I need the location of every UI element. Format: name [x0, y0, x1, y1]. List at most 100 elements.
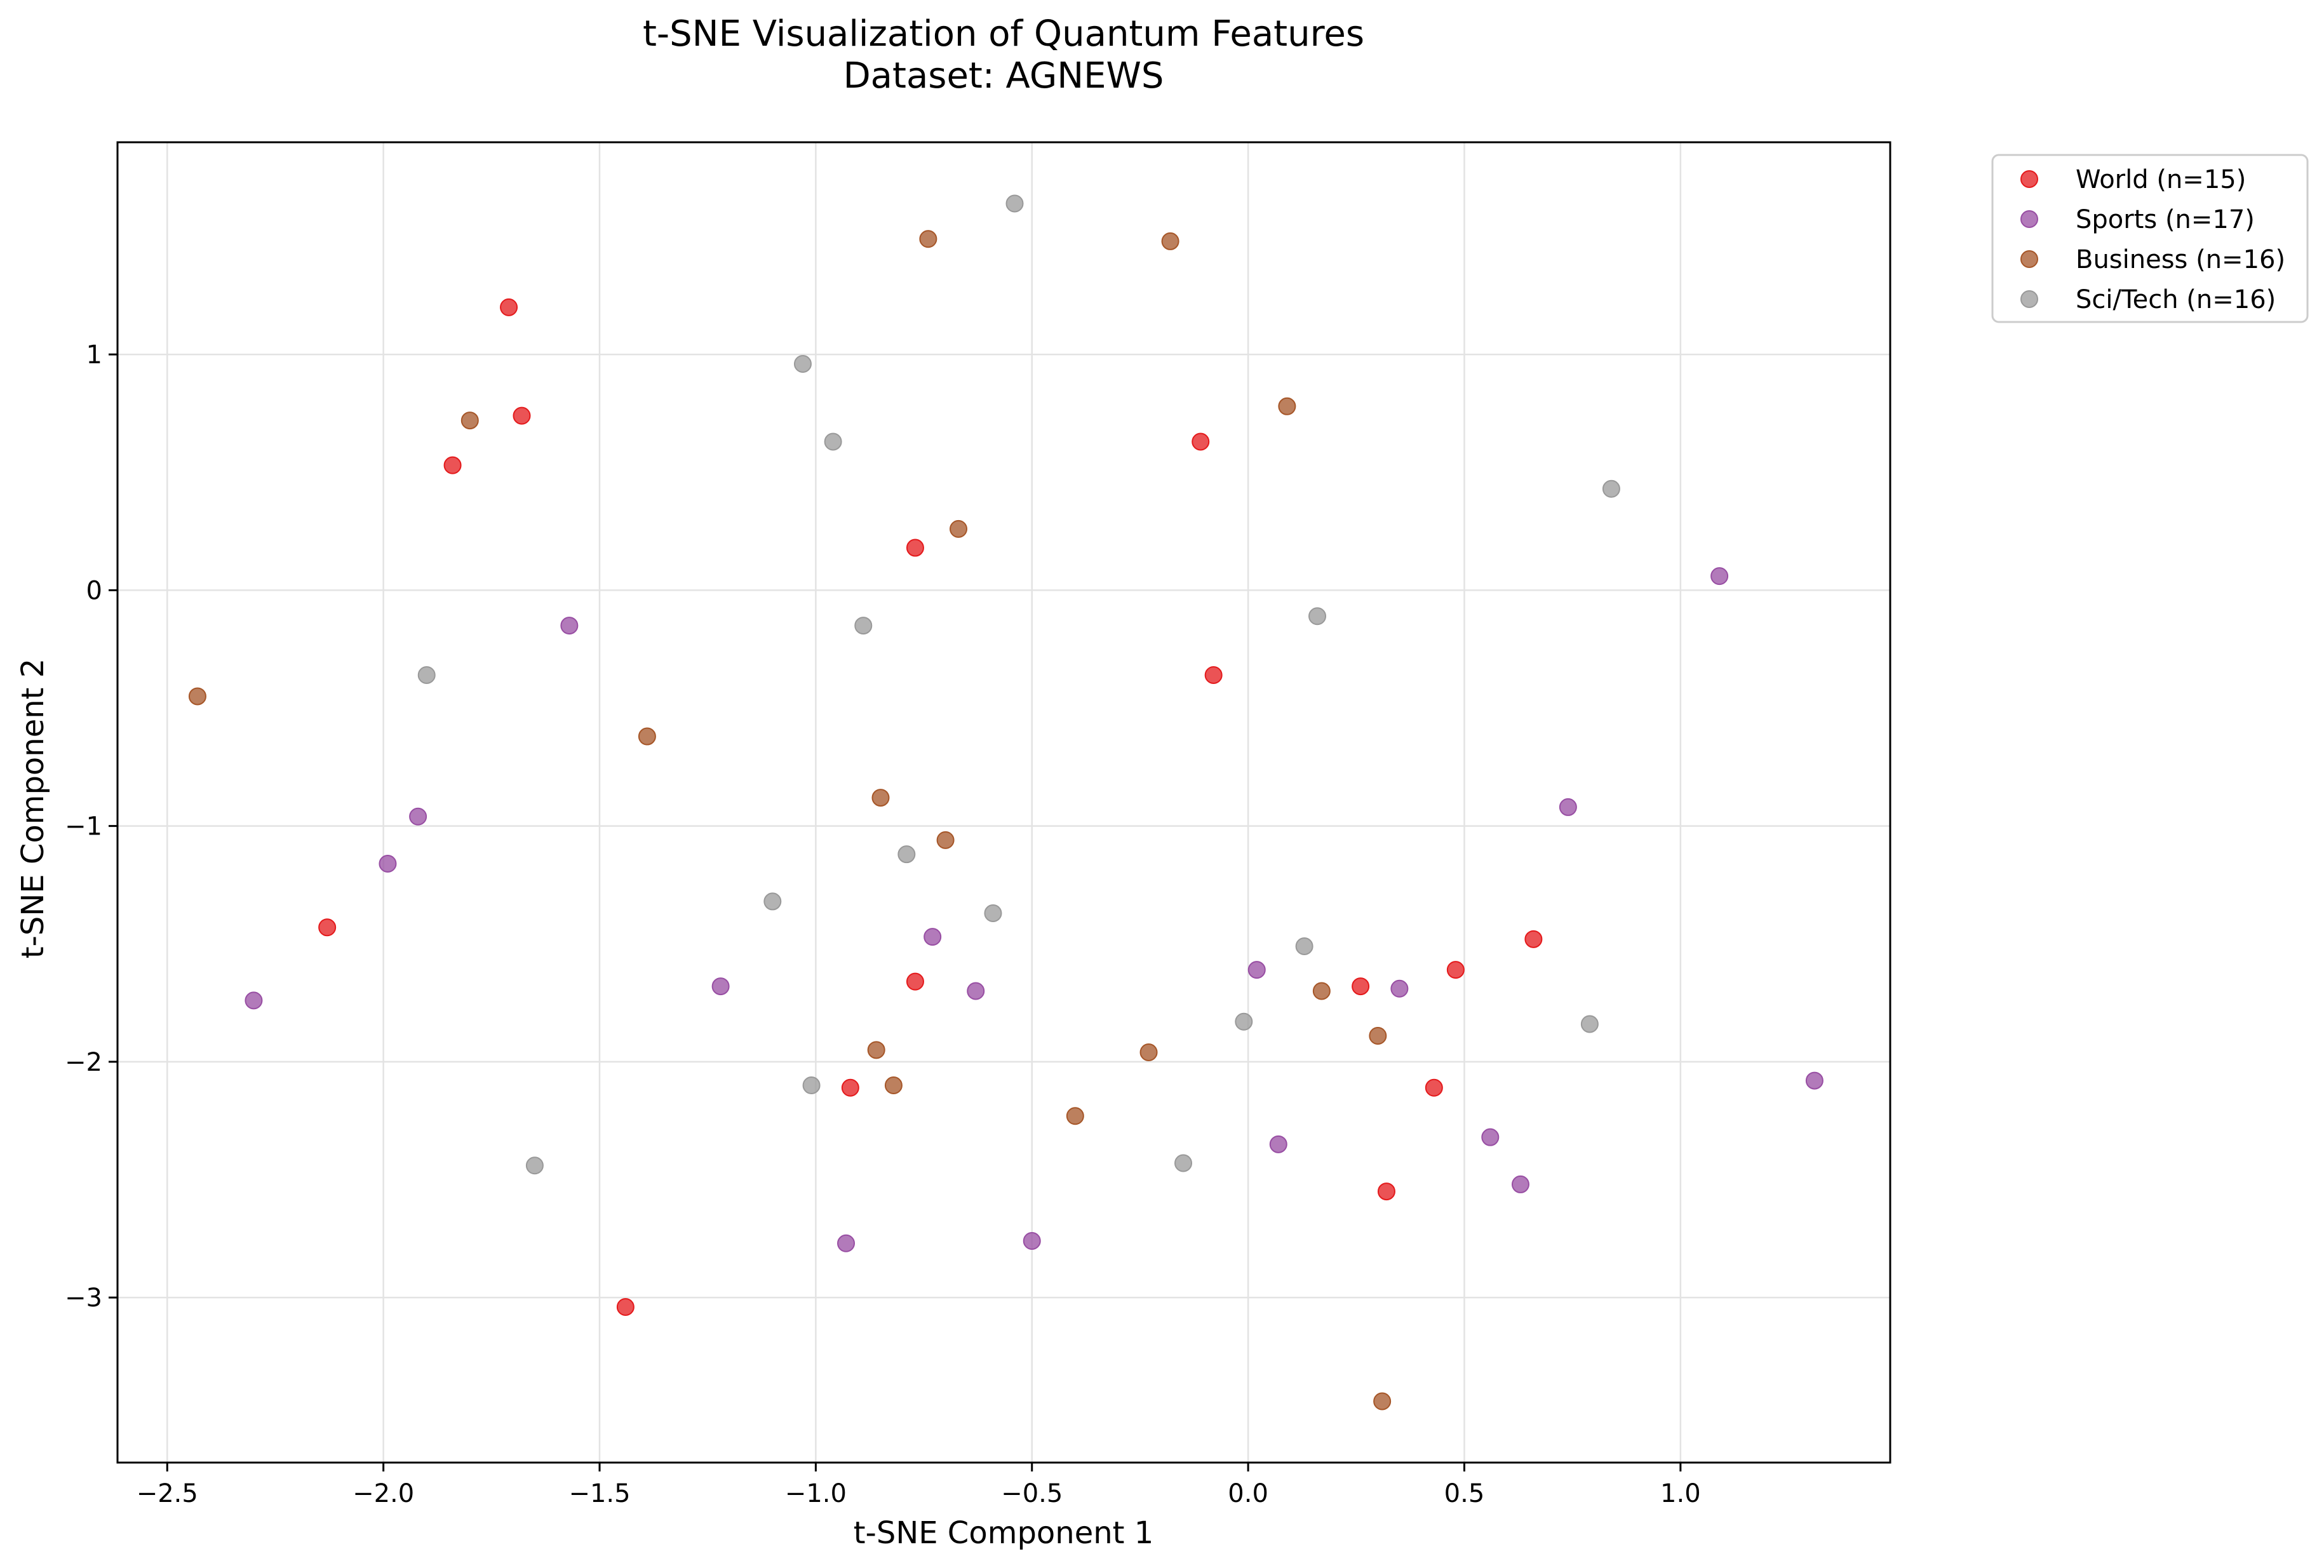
x-tick-label: 0.5 [1444, 1479, 1485, 1508]
scatter-point [417, 666, 436, 685]
scatter-point [884, 1076, 903, 1094]
scatter-point [802, 1076, 821, 1094]
legend: World (n=15) Sports (n=17) Business (n=16)… [1991, 154, 2309, 323]
scatter-point [409, 807, 427, 826]
legend-marker [2020, 210, 2038, 228]
y-tick-label: 1 [86, 340, 102, 370]
scatter-point [1023, 1232, 1041, 1250]
scatter-point [379, 855, 397, 873]
legend-marker [2020, 170, 2038, 188]
scatter-point [841, 1078, 859, 1097]
scatter-point [1192, 432, 1210, 451]
scatter-point [854, 617, 873, 635]
chart-title: t-SNE Visualization of Quantum Features [643, 13, 1364, 55]
scatter-point [924, 928, 942, 946]
scatter-point [1005, 194, 1024, 213]
scatter-point [1481, 1128, 1500, 1146]
scatter-point [967, 982, 985, 1000]
scatter-point [1559, 798, 1577, 816]
series-0 [318, 298, 1543, 1316]
scatter-point [897, 845, 916, 864]
scatter-point [871, 789, 890, 807]
scatter-point [1580, 1015, 1599, 1033]
scatter-point [1390, 979, 1409, 998]
scatter-point [824, 432, 842, 451]
scatter-point [1511, 1175, 1529, 1193]
x-tick-label: −2.0 [353, 1479, 414, 1508]
legend-marker [2020, 250, 2038, 268]
scatter-point [1312, 982, 1331, 1000]
scatter-point [837, 1234, 856, 1252]
y-tick-label: −2 [65, 1048, 102, 1077]
scatter-point [1204, 666, 1223, 685]
y-tick-label: −1 [65, 812, 102, 841]
scatter-point [513, 406, 531, 425]
scatter-point [763, 892, 782, 911]
x-axis-label: t-SNE Component 1 [854, 1515, 1154, 1551]
scatter-point [950, 519, 968, 538]
plot-area-frame [116, 141, 1891, 1464]
scatter-point [1377, 1183, 1395, 1201]
scatter-point [318, 918, 337, 937]
scatter-points [188, 194, 1824, 1411]
scatter-point [1278, 397, 1296, 415]
scatter-point [188, 687, 206, 706]
scatter-point [638, 727, 656, 746]
scatter-point [500, 298, 518, 316]
grid-lines [118, 142, 1890, 1463]
scatter-point [984, 904, 1002, 922]
scatter-point [867, 1041, 885, 1059]
scatter-point [793, 354, 812, 373]
scatter-point [525, 1156, 544, 1175]
scatter-point [1066, 1107, 1084, 1125]
scatter-point [1295, 937, 1313, 955]
y-axis-label: t-SNE Component 2 [15, 659, 51, 959]
legend-label: Sports (n=17) [2076, 205, 2255, 234]
scatter-point [906, 972, 924, 991]
x-tick-label: −1.5 [568, 1479, 630, 1508]
legend-box [1991, 154, 2309, 323]
scatter-point [1352, 977, 1370, 996]
scatter-point [1805, 1071, 1824, 1090]
scatter-point [1139, 1043, 1158, 1062]
scatter-point [1235, 1012, 1253, 1031]
scatter-point [1446, 961, 1465, 979]
series-1 [245, 567, 1824, 1252]
scatter-point [711, 977, 730, 996]
scatter-point [616, 1297, 635, 1316]
scatter-point [1308, 607, 1327, 626]
scatter-point [1174, 1154, 1193, 1172]
scatter-point [245, 991, 263, 1010]
scatter-point [1710, 567, 1729, 586]
scatter-point [919, 230, 937, 248]
legend-label: Business (n=16) [2076, 245, 2285, 274]
x-tick-label: −1.0 [785, 1479, 847, 1508]
legend-marker [2020, 290, 2038, 308]
chart-subtitle: Dataset: AGNEWS [843, 55, 1164, 97]
x-axis-ticks: −2.5 −2.0 −1.5 −1.0 −0.5 0.0 0.5 1.0 [137, 1463, 1701, 1508]
x-tick-label: 1.0 [1660, 1479, 1701, 1508]
scatter-point [1369, 1027, 1387, 1045]
series-3 [417, 194, 1620, 1175]
scatter-point [1373, 1392, 1392, 1411]
scatter-point [1161, 232, 1179, 250]
scatter-point [560, 617, 579, 635]
legend-label: World (n=15) [2076, 165, 2246, 194]
x-tick-label: −0.5 [1001, 1479, 1063, 1508]
series-2 [188, 230, 1392, 1411]
legend-label: Sci/Tech (n=16) [2076, 285, 2276, 314]
y-tick-label: −3 [65, 1283, 102, 1313]
scatter-point [1524, 930, 1543, 948]
scatter-point [1425, 1078, 1443, 1097]
scatter-point [1247, 961, 1266, 979]
scatter-point [1602, 479, 1620, 498]
x-tick-label: −2.5 [137, 1479, 198, 1508]
scatter-point [936, 831, 955, 849]
scatter-point [443, 456, 462, 474]
x-tick-label: 0.0 [1228, 1479, 1268, 1508]
y-tick-label: 0 [86, 576, 102, 605]
y-axis-ticks: −3 −2 −1 0 1 [65, 340, 118, 1313]
scatter-point [1269, 1135, 1287, 1153]
scatter-point [906, 539, 924, 557]
